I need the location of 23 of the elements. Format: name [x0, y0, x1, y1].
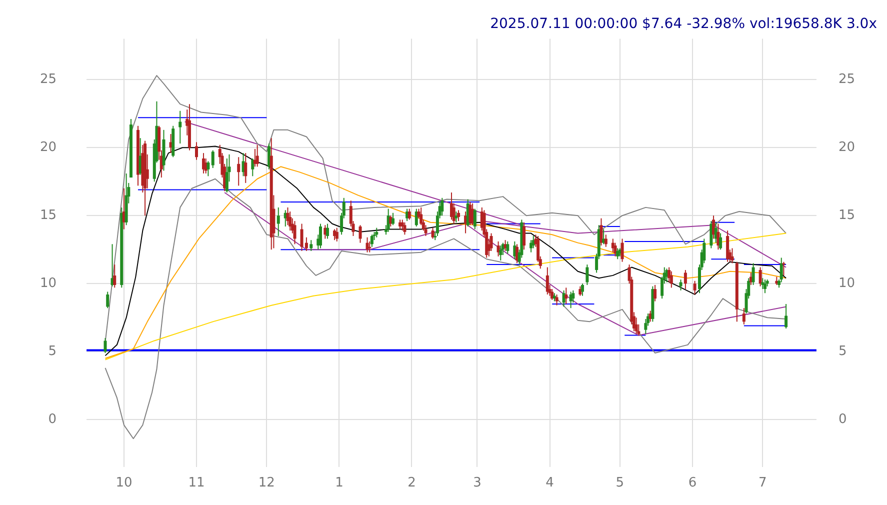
y2-tick-label: 25 — [838, 72, 856, 87]
y2-tick-label: 20 — [838, 140, 856, 155]
x-tick-label: 6 — [688, 475, 697, 490]
chart-title: 2025.07.11 00:00:00 $7.64 -32.98% vol:19658.8K 3.0x — [490, 16, 877, 32]
y2-tick-label: 15 — [838, 208, 856, 223]
x-tick-label: 4 — [546, 475, 554, 490]
y-tick-label: 0 — [48, 412, 57, 427]
y-tick-label: 20 — [40, 140, 57, 155]
x-tick-label: 12 — [258, 475, 275, 490]
y-tick-label: 5 — [48, 344, 57, 359]
x-tick-label: 2 — [408, 475, 416, 490]
y2-tick-label: 5 — [838, 344, 847, 359]
y-tick-label: 25 — [40, 72, 57, 87]
y2-tick-label: 0 — [838, 412, 847, 427]
y-tick-label: 15 — [40, 208, 57, 223]
x-tick-label: 7 — [758, 475, 767, 490]
x-tick-label: 3 — [473, 475, 482, 490]
x-tick-label: 1 — [335, 475, 344, 490]
x-tick-label: 10 — [116, 475, 132, 490]
x-tick-label: 5 — [616, 475, 624, 490]
y2-tick-label: 10 — [838, 276, 856, 291]
y-tick-label: 10 — [40, 276, 57, 291]
x-tick-label: 11 — [188, 475, 205, 490]
